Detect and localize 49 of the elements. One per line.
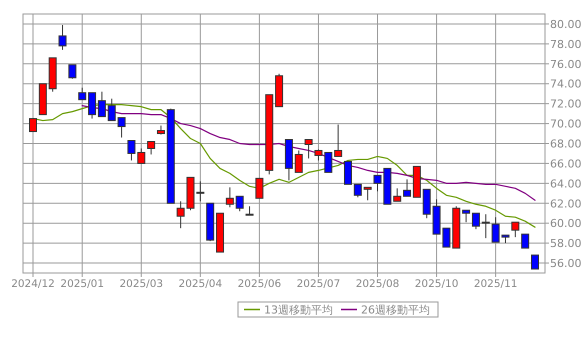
x-tick-label: 2025/03 [119, 278, 164, 290]
candlestick [58, 24, 67, 50]
y-tick-label: 62.00 [550, 197, 582, 210]
y-tick-label: 60.00 [550, 217, 582, 230]
y-tick-label: 64.00 [550, 177, 582, 190]
candlestick [403, 178, 412, 197]
x-tick-label: 2025/11 [474, 278, 518, 290]
y-tick-label: 78.00 [550, 38, 582, 51]
x-tick-label: 2025/04 [178, 278, 222, 290]
y-tick-label: 66.00 [550, 157, 582, 170]
candlestick [68, 64, 76, 80]
y-tick-label: 80.00 [550, 18, 582, 31]
candlestick [147, 141, 156, 155]
candlestick [482, 214, 490, 239]
candlestick [531, 254, 539, 270]
y-tick-label: 72.00 [550, 98, 582, 111]
legend-label: 13週移動平均 [264, 304, 333, 316]
candlestick [118, 117, 126, 138]
candlestick [314, 148, 322, 161]
x-tick-label: 2025/07 [296, 278, 340, 290]
legend-label: 26週移動平均 [361, 304, 430, 316]
candlestick [521, 234, 530, 249]
candlestick [374, 174, 382, 192]
x-tick-label: 2025/01 [60, 278, 104, 290]
y-tick-label: 56.00 [550, 257, 582, 270]
x-tick-label: 2025/06 [238, 278, 282, 290]
candlestick [176, 200, 185, 229]
candlestick [511, 222, 520, 238]
candlestick [294, 150, 303, 173]
y-tick-label: 58.00 [550, 237, 582, 250]
candlestick [304, 139, 313, 159]
candlestick [78, 87, 86, 100]
x-tick-label: 2025/08 [356, 278, 400, 290]
candlestick [127, 140, 136, 161]
y-tick-label: 74.00 [550, 78, 582, 91]
y-tick-label: 70.00 [550, 118, 582, 131]
y-tick-label: 68.00 [550, 138, 582, 150]
candlestick [29, 118, 37, 132]
y-tick-label: 76.00 [550, 58, 582, 71]
candlestick [492, 216, 500, 243]
x-tick-label: 2024/12 [11, 278, 55, 290]
candlestick [442, 228, 450, 248]
candlestick [255, 178, 264, 199]
x-tick-label: 2025/10 [414, 278, 458, 290]
candlestick [196, 180, 204, 202]
candlestick [472, 212, 480, 230]
candlestick [137, 148, 146, 164]
candlestick [344, 160, 352, 185]
candlestick [88, 92, 96, 120]
